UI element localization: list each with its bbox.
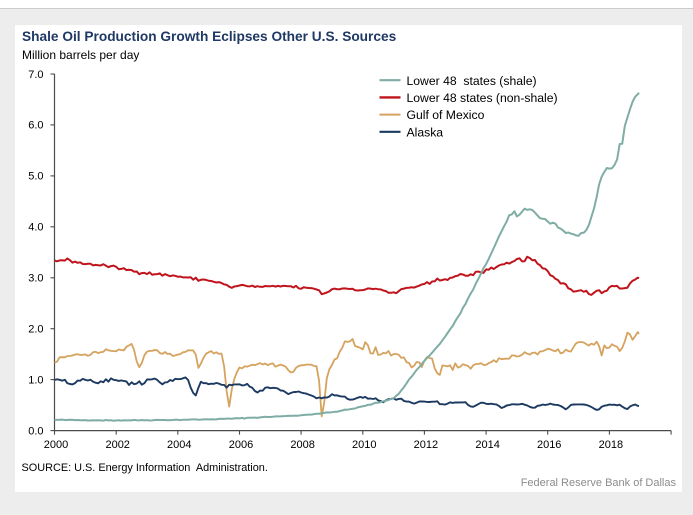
svg-text:4.0: 4.0	[28, 222, 43, 234]
svg-text:3.0: 3.0	[28, 273, 43, 285]
svg-text:0.0: 0.0	[28, 425, 43, 437]
svg-text:2004: 2004	[167, 439, 191, 451]
svg-text:Federal Reserve Bank of Dallas: Federal Reserve Bank of Dallas	[521, 477, 677, 489]
svg-text:6.0: 6.0	[28, 120, 43, 132]
svg-text:Gulf of Mexico: Gulf of Mexico	[407, 108, 485, 122]
svg-text:Shale Oil Production Growth Ec: Shale Oil Production Growth Eclipses Oth…	[22, 29, 397, 44]
svg-text:Lower 48 states (non-shale): Lower 48 states (non-shale)	[407, 91, 558, 105]
svg-text:2.0: 2.0	[28, 324, 43, 336]
svg-text:2016: 2016	[537, 439, 561, 451]
svg-text:SOURCE: U.S. Energy Informatio: SOURCE: U.S. Energy Information Administ…	[22, 462, 268, 474]
svg-text:Alaska: Alaska	[407, 125, 444, 139]
svg-text:7.0: 7.0	[28, 69, 43, 81]
svg-text:2012: 2012	[414, 439, 438, 451]
svg-text:5.0: 5.0	[28, 171, 43, 183]
svg-text:2006: 2006	[229, 439, 253, 451]
svg-text:Lower 48 states (shale): Lower 48 states (shale)	[407, 74, 537, 88]
svg-text:2018: 2018	[599, 439, 623, 451]
svg-text:2008: 2008	[290, 439, 314, 451]
svg-text:2000: 2000	[44, 439, 68, 451]
svg-text:2014: 2014	[475, 439, 499, 451]
svg-text:1.0: 1.0	[28, 374, 43, 386]
svg-text:2002: 2002	[105, 439, 129, 451]
svg-text:2010: 2010	[352, 439, 376, 451]
svg-text:Million barrels per day: Million barrels per day	[22, 48, 139, 62]
